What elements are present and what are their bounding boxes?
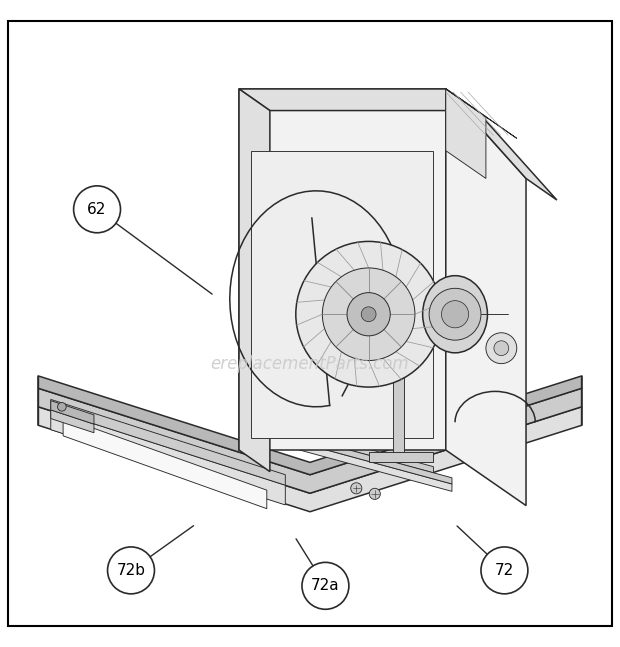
Polygon shape xyxy=(239,89,446,450)
Circle shape xyxy=(58,402,66,411)
Polygon shape xyxy=(279,431,452,484)
Circle shape xyxy=(429,289,481,340)
Circle shape xyxy=(302,562,349,609)
Polygon shape xyxy=(38,376,582,475)
Polygon shape xyxy=(393,345,404,463)
Circle shape xyxy=(351,483,362,494)
Polygon shape xyxy=(251,151,433,437)
Polygon shape xyxy=(260,420,433,473)
Polygon shape xyxy=(51,410,94,433)
Ellipse shape xyxy=(423,276,487,353)
Circle shape xyxy=(481,547,528,594)
Polygon shape xyxy=(446,89,557,200)
Circle shape xyxy=(347,292,390,336)
Circle shape xyxy=(322,268,415,360)
Circle shape xyxy=(74,186,120,233)
Circle shape xyxy=(370,488,380,499)
Polygon shape xyxy=(51,400,94,424)
Polygon shape xyxy=(51,410,285,505)
Polygon shape xyxy=(51,399,285,485)
Polygon shape xyxy=(38,388,582,493)
Polygon shape xyxy=(260,426,433,480)
Polygon shape xyxy=(378,342,421,351)
Circle shape xyxy=(296,241,441,387)
Text: ereplacementParts.com: ereplacementParts.com xyxy=(211,355,409,373)
Polygon shape xyxy=(63,417,267,509)
Text: 62: 62 xyxy=(87,202,107,217)
Polygon shape xyxy=(38,407,582,512)
Polygon shape xyxy=(369,452,433,463)
Circle shape xyxy=(486,333,516,364)
Polygon shape xyxy=(446,89,526,505)
Circle shape xyxy=(494,341,509,356)
Polygon shape xyxy=(239,89,270,472)
Text: 72b: 72b xyxy=(117,563,146,578)
Text: 72a: 72a xyxy=(311,578,340,593)
Text: 72: 72 xyxy=(495,563,514,578)
Circle shape xyxy=(361,307,376,322)
Circle shape xyxy=(441,301,469,328)
Polygon shape xyxy=(446,89,516,138)
Circle shape xyxy=(107,547,154,594)
Polygon shape xyxy=(239,89,477,111)
Polygon shape xyxy=(279,437,452,491)
Polygon shape xyxy=(446,89,486,179)
